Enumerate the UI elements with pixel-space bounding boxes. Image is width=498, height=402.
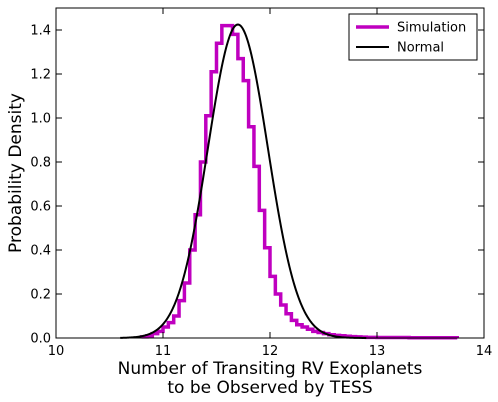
y-tick-label: 0.2 [30,288,51,303]
y-tick-label: 0.8 [30,156,51,171]
y-tick-label: 0.0 [30,332,51,347]
legend-label-normal: Normal [397,41,444,56]
plot-area [120,23,459,340]
legend-box [348,13,478,61]
legend: Simulation Normal [348,13,478,61]
x-tick-label: 10 [48,344,65,359]
x-tick-label: 12 [262,344,279,359]
normal-curve [120,23,367,339]
x-tick-label: 13 [369,344,386,359]
y-tick-label: 1.4 [30,24,51,39]
simulation-histogram [139,23,459,340]
x-axis-label-line-1: Number of Transiting RV Exoplanets [118,359,423,379]
x-axis-label-line-2: to be Observed by TESS [167,378,372,398]
legend-label-simulation: Simulation [397,21,466,36]
y-tick-label: 1.2 [30,68,51,83]
y-tick-label: 1.0 [30,112,51,127]
axis-ticks: 10 11 12 13 14 0.0 0.2 0.4 0.6 0.8 1.0 1.2 1.4 [30,8,492,359]
y-tick-label: 0.6 [30,200,51,215]
x-tick-label: 14 [476,344,493,359]
y-axis-label: Probability Density [6,93,26,253]
x-tick-label: 11 [155,344,172,359]
y-tick-label: 0.4 [30,244,51,259]
